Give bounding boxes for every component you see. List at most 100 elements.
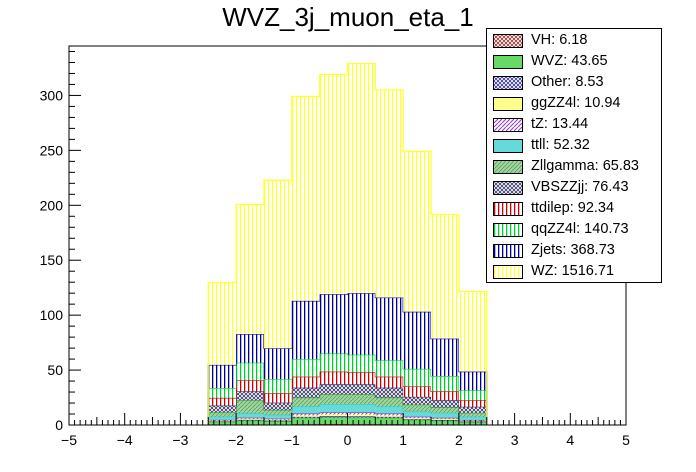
bar-segment: [403, 411, 432, 417]
legend-swatch: [493, 97, 523, 111]
x-tick-label: 0: [344, 432, 352, 448]
legend-label: VBSZZjj: 76.43: [531, 179, 629, 195]
legend-label: qqZZ4l: 140.73: [531, 221, 629, 237]
legend-entry: WVZ: 43.65: [487, 52, 661, 73]
y-tick-label: 300: [40, 87, 64, 103]
legend-label: VH: 6.18: [531, 32, 588, 48]
legend-entry: ttdilep: 92.34: [487, 199, 661, 220]
bar-segment: [291, 397, 320, 407]
bar-segment: [458, 371, 487, 391]
legend-entry: ggZZ4l: 10.94: [487, 94, 661, 115]
x-tick-label: −5: [61, 432, 77, 448]
bar-segment: [319, 294, 348, 354]
bar-segment: [208, 387, 237, 398]
bar-segment: [403, 420, 432, 425]
bar-segment: [263, 414, 292, 419]
legend-swatch: [493, 76, 523, 90]
bar-segment: [236, 334, 264, 363]
legend-entry: Zllgamma: 65.83: [487, 157, 661, 178]
legend-swatch: [493, 118, 523, 132]
bar-segment: [403, 151, 432, 312]
bar-segment: [291, 406, 320, 414]
x-tick-label: 5: [622, 432, 630, 448]
bar-segment: [263, 421, 292, 425]
bar-segment: [458, 422, 487, 425]
bar-segment: [208, 405, 237, 413]
legend-label: tZ: 13.44: [531, 116, 589, 132]
x-tick-label: −1: [284, 432, 300, 448]
bar-segment: [319, 384, 348, 395]
bar-segment: [347, 414, 376, 417]
legend-swatch: [493, 181, 523, 195]
bar-segment: [403, 386, 432, 397]
legend-label: WVZ: 43.65: [531, 53, 608, 69]
bar-segment: [431, 338, 459, 377]
legend-swatch: [493, 244, 523, 258]
bar-segment: [263, 393, 292, 403]
legend-swatch: [493, 160, 523, 174]
x-tick-label: −4: [117, 432, 133, 448]
legend-swatch: [493, 202, 523, 216]
y-tick-label: 100: [40, 307, 64, 323]
bar-segment: [291, 416, 320, 419]
bar-segment: [291, 387, 320, 398]
bar-segment: [291, 96, 320, 301]
bar-segment: [375, 387, 404, 398]
bar-segment: [347, 384, 376, 395]
bar-segment: [458, 412, 487, 417]
bar-segment: [291, 300, 320, 360]
bar-segment: [375, 376, 404, 388]
legend-entry: WZ: 1516.71: [487, 262, 661, 283]
y-tick-label: 150: [40, 252, 64, 268]
series-6: [207, 393, 488, 425]
bar-segment: [347, 372, 376, 385]
legend-label: Other: 8.53: [531, 74, 604, 90]
x-tick-label: −2: [228, 432, 244, 448]
bar-segment: [403, 311, 432, 369]
stacked-histogram: [207, 62, 488, 426]
bar-segment: [347, 354, 376, 373]
bar-segment: [319, 416, 348, 418]
bar-segment: [263, 348, 292, 380]
legend-swatch: [493, 139, 523, 153]
legend-label: ttll: 52.32: [531, 137, 590, 153]
bar-segment: [375, 416, 404, 419]
bar-segment: [319, 74, 348, 295]
bar-segment: [263, 409, 292, 415]
legend-swatch: [493, 265, 523, 279]
bar-segment: [319, 371, 348, 385]
bar-segment: [291, 418, 320, 425]
bar-segment: [431, 400, 459, 408]
bar-segment: [458, 406, 487, 413]
bar-segment: [236, 380, 264, 392]
legend-entry: tZ: 13.44: [487, 115, 661, 136]
bar-segment: [291, 415, 320, 417]
bar-segment: [291, 359, 320, 377]
bar-segment: [319, 353, 348, 372]
bar-segment: [236, 420, 264, 425]
series-5: [207, 403, 488, 425]
bar-segment: [319, 404, 348, 413]
y-tick-label: 0: [55, 417, 63, 433]
bar-segment: [431, 376, 459, 392]
bar-segment: [458, 416, 487, 420]
bar-segment: [375, 415, 404, 417]
x-tick-label: 2: [455, 432, 463, 448]
bar-segment: [347, 416, 376, 418]
bar-segment: [236, 413, 264, 418]
bar-segment: [347, 63, 376, 294]
bar-segment: [319, 412, 348, 415]
series-outline: [207, 62, 488, 425]
bar-segment: [347, 417, 376, 425]
bar-segment: [347, 293, 376, 355]
bar-segment: [319, 394, 348, 405]
bar-segment: [208, 412, 237, 417]
legend-label: WZ: 1516.71: [531, 263, 615, 279]
bar-segment: [236, 362, 264, 381]
bar-segment: [208, 397, 237, 406]
bar-segment: [236, 417, 264, 419]
bar-segment: [375, 418, 404, 425]
legend-swatch: [493, 55, 523, 69]
